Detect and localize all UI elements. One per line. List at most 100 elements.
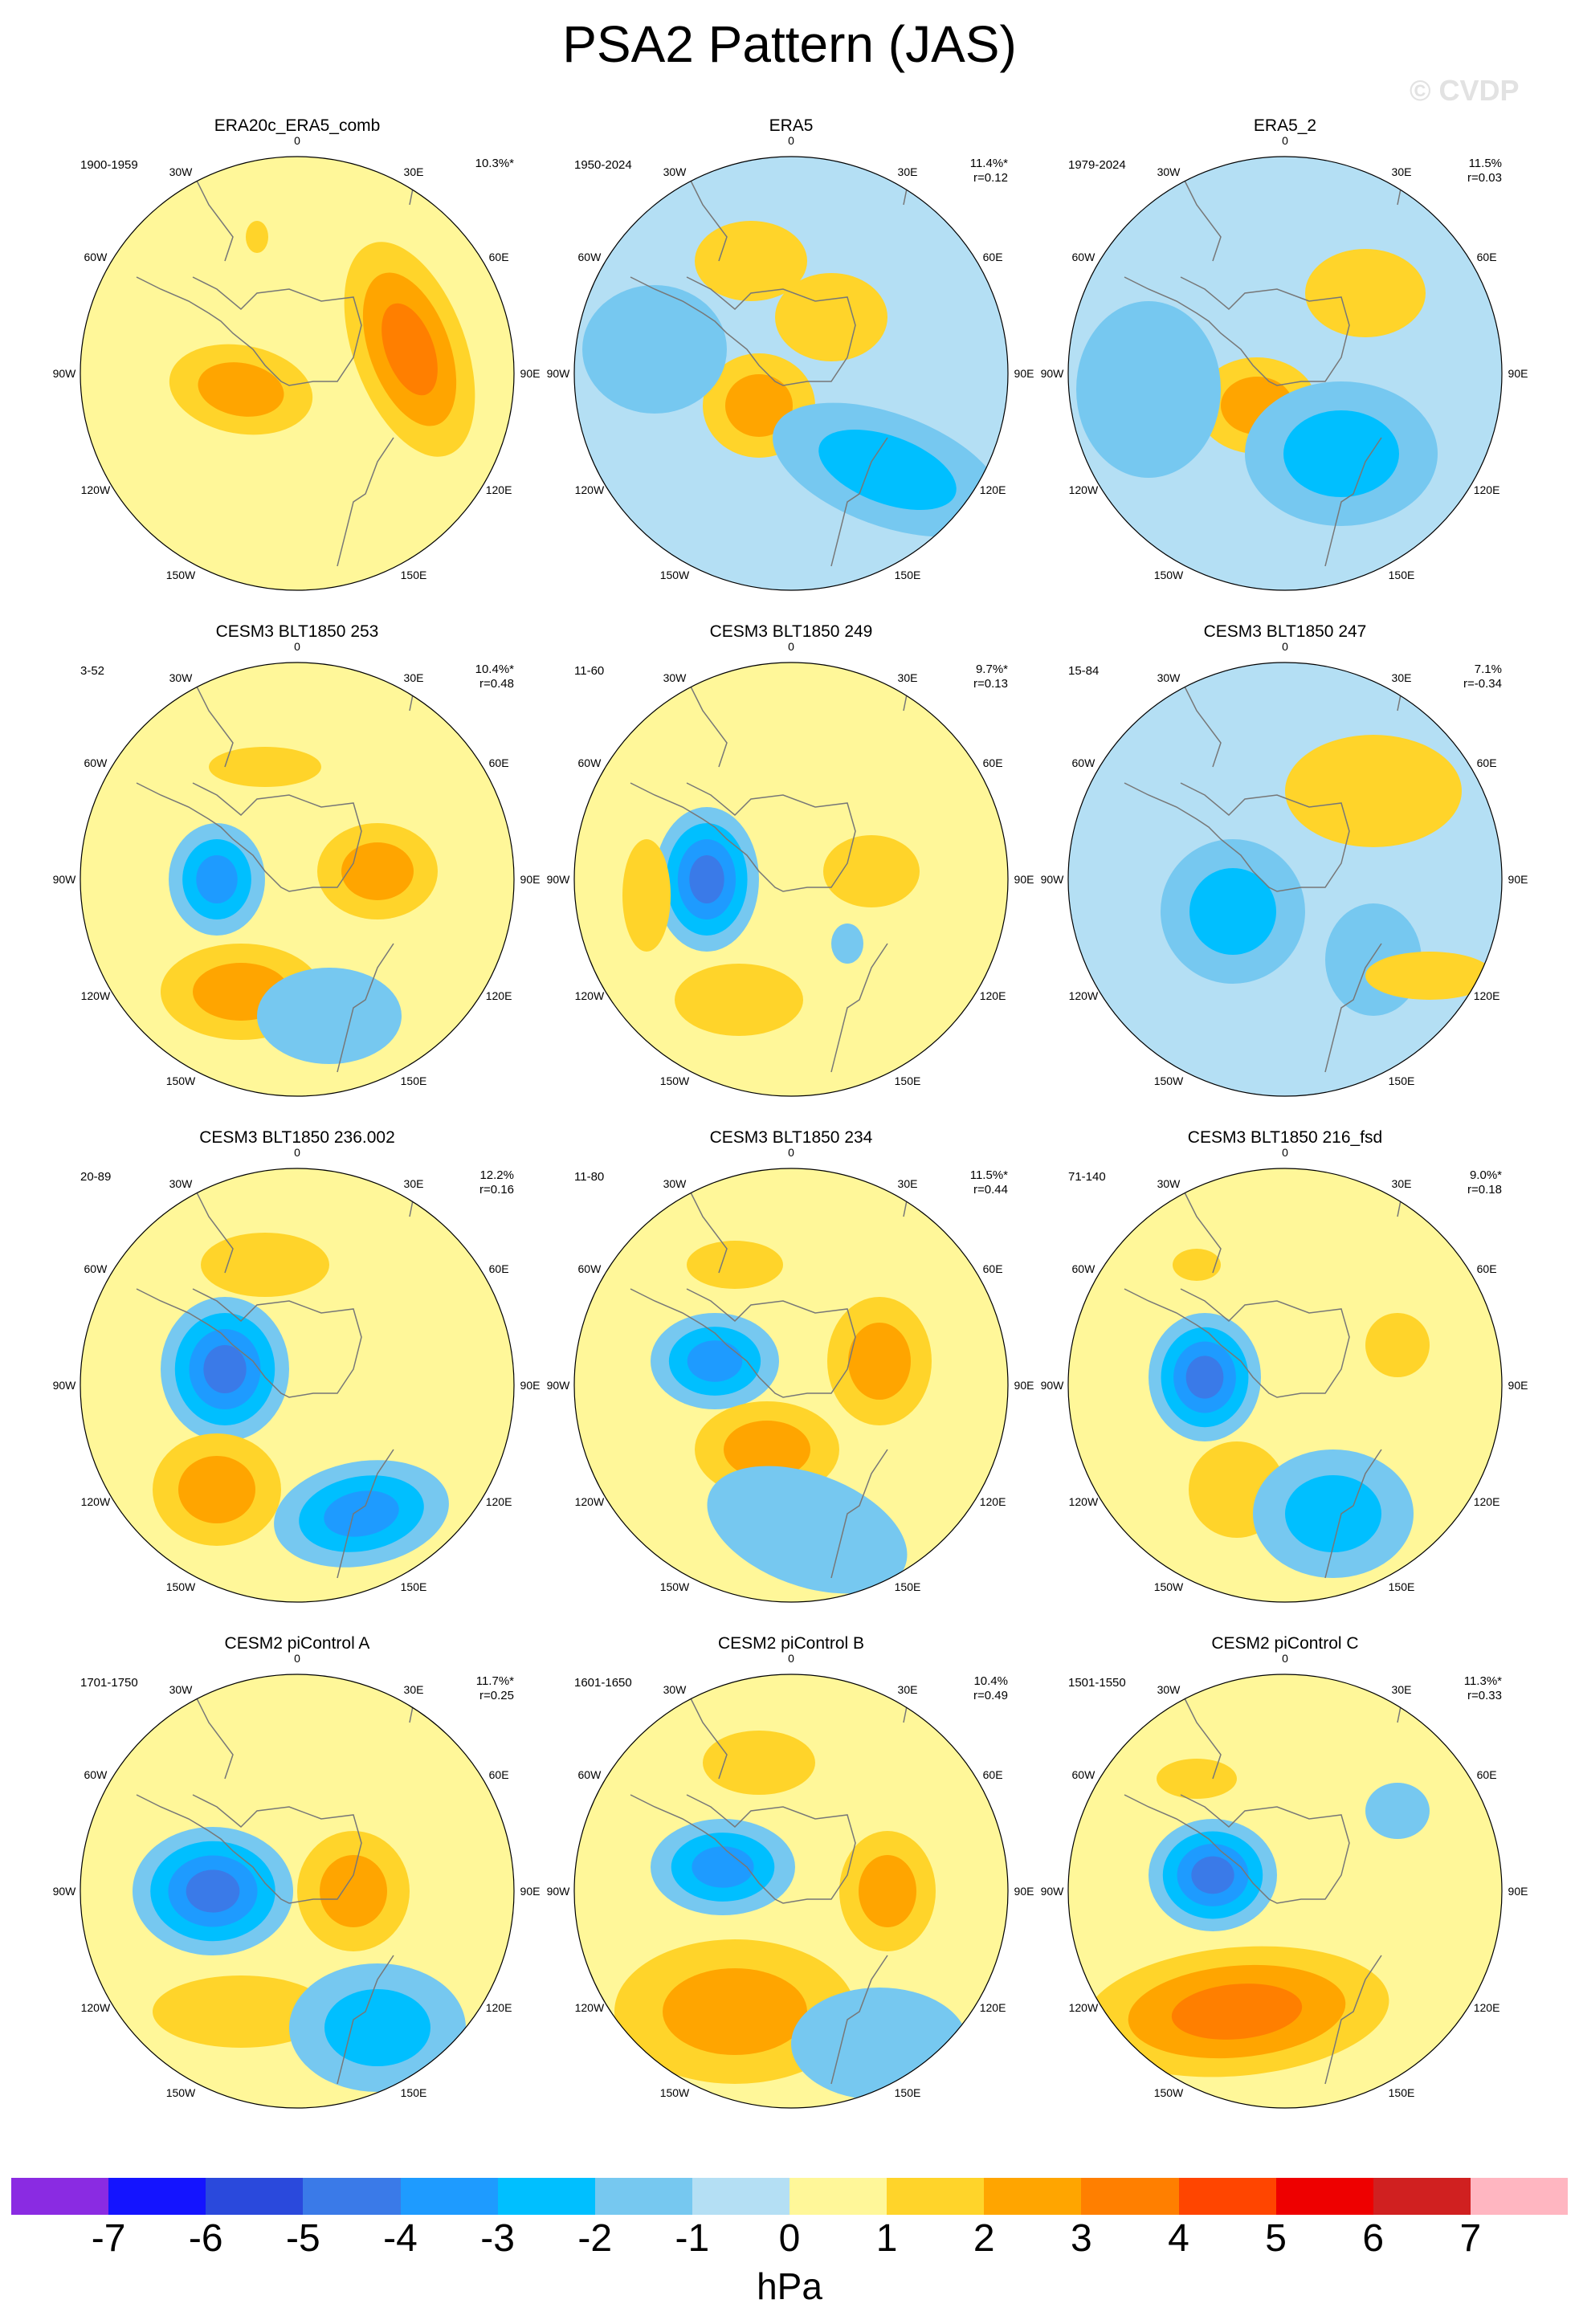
positive-anomaly-contour (198, 362, 284, 417)
colorbar-tick-label: 6 (1362, 2217, 1385, 2260)
longitude-label: 30E (1392, 671, 1412, 684)
colorbar-tick-label: 2 (973, 2217, 995, 2260)
positive-anomaly-contour (848, 1323, 911, 1400)
figure-title: PSA2 Pattern (JAS) (562, 15, 1017, 73)
longitude-label: 150E (401, 1074, 427, 1087)
longitude-label: 30W (1157, 165, 1181, 178)
panel-variance-pct: 12.2% (479, 1168, 514, 1182)
panel-title: CESM2 piControl C (1211, 1634, 1359, 1653)
longitude-label: 120E (1474, 1495, 1500, 1508)
map-boundary (80, 1674, 515, 2109)
longitude-label: 150E (895, 1074, 921, 1087)
longitude-label: 120E (1474, 989, 1500, 1002)
colorbar-segment (1081, 2178, 1179, 2215)
panel-period: 1900-1959 (80, 158, 138, 172)
colorbar-segment (984, 2178, 1082, 2215)
positive-anomaly-contour (246, 221, 268, 253)
negative-anomaly-contour (1365, 1783, 1430, 1839)
polar-map: 030E60E90E120E150E180150W120W90W60W30W (53, 134, 540, 591)
map-panel: 030E60E90E120E150E180150W120W90W60W30WCE… (542, 1128, 1040, 1610)
panel-stats: 7.1% r=-0.34 (1463, 663, 1502, 691)
coastline (136, 1288, 362, 1398)
panel-stats: 11.5% r=0.03 (1467, 157, 1502, 186)
longitude-label: 30E (404, 1177, 424, 1190)
negative-anomaly-contour (1191, 1856, 1234, 1894)
panel-title: CESM3 BLT1850 249 (709, 622, 873, 641)
map-panel: 030E60E90E120E150E180150W120W90W60W30WER… (1036, 116, 1534, 598)
panel-stats: 11.7%* r=0.25 (476, 1674, 514, 1703)
polar-map: 030E60E90E120E150E180150W120W90W60W30W (53, 1652, 540, 2109)
panel-pattern-correlation: r=0.12 (973, 171, 1008, 185)
panel-stats: 9.0%* r=0.18 (1467, 1168, 1502, 1197)
longitude-label: 150W (660, 569, 690, 581)
colorbar-tick-label: -1 (675, 2217, 710, 2260)
longitude-label: 120E (980, 483, 1006, 496)
panel-stats: 9.7%* r=0.13 (973, 663, 1008, 691)
longitude-label: 30E (898, 165, 918, 178)
colorbar-tick-label: 7 (1459, 2217, 1482, 2260)
longitude-label: 90W (53, 873, 77, 886)
longitude-label: 150E (1389, 2086, 1415, 2099)
colorbar-segment (497, 2178, 595, 2215)
negative-anomaly-contour (203, 1345, 247, 1393)
panel-title: CESM3 BLT1850 236.002 (199, 1128, 395, 1147)
map-panel: 030E60E90E120E150E180150W120W90W60W30WCE… (48, 622, 546, 1104)
panel-stats: 11.5%* r=0.44 (970, 1168, 1008, 1197)
longitude-label: 120W (1069, 483, 1099, 496)
negative-anomaly-contour (791, 1988, 968, 2100)
positive-anomaly-contour (724, 1421, 810, 1478)
longitude-label: 0 (294, 1146, 300, 1159)
colorbar (11, 2178, 1568, 2215)
longitude-label: 120W (81, 1495, 111, 1508)
longitude-label: 90W (1041, 1885, 1065, 1898)
colorbar-units: hPa (757, 2265, 822, 2307)
panel-title: ERA5 (769, 116, 814, 135)
colorbar-segment (206, 2178, 304, 2215)
colorbar-segment (790, 2178, 887, 2215)
panel-pattern-correlation: r=0.44 (973, 1183, 1008, 1197)
positive-anomaly-contour (341, 842, 414, 900)
longitude-label: 150E (1389, 569, 1415, 581)
longitude-label: 0 (294, 1652, 300, 1665)
longitude-label: 90W (547, 1379, 571, 1392)
polar-map: 030E60E90E120E150E180150W120W90W60W30W (1041, 640, 1528, 1097)
polar-map: 030E60E90E120E150E180150W120W90W60W30W (547, 134, 1034, 591)
longitude-label: 150W (166, 1074, 196, 1087)
longitude-label: 90W (1041, 367, 1065, 380)
panel-period: 11-60 (574, 664, 605, 678)
longitude-label: 90W (53, 1885, 77, 1898)
longitude-label: 30W (1157, 671, 1181, 684)
longitude-label: 150W (1154, 1580, 1184, 1593)
longitude-label: 150W (1154, 569, 1184, 581)
positive-anomaly-contour (1365, 952, 1494, 1000)
panel-title: CESM3 BLT1850 253 (215, 622, 379, 641)
panel-title: CESM2 piControl A (224, 1634, 370, 1653)
panel-period: 3-52 (80, 664, 105, 678)
longitude-label: 150W (660, 1580, 690, 1593)
panel-period: 1950-2024 (574, 158, 632, 172)
longitude-label: 90W (547, 367, 571, 380)
negative-anomaly-contour (689, 855, 724, 903)
longitude-label: 150W (166, 569, 196, 581)
longitude-label: 120W (575, 1495, 605, 1508)
longitude-label: 150E (895, 1580, 921, 1593)
longitude-label: 90E (1014, 367, 1034, 380)
panel-title: ERA20c_ERA5_comb (214, 116, 381, 135)
map-boundary (573, 662, 1009, 1097)
polar-map: 030E60E90E120E150E180150W120W90W60W30W (547, 640, 1034, 1097)
longitude-label: 60E (1477, 756, 1497, 769)
panel-variance-pct: 7.1% (1474, 663, 1502, 676)
longitude-label: 90E (520, 873, 541, 886)
panel-title: CESM3 BLT1850 247 (1203, 622, 1367, 641)
positive-anomaly-contour (381, 303, 438, 396)
positive-anomaly-contour (1157, 1759, 1237, 1799)
panel-pattern-correlation: r=0.25 (479, 1689, 514, 1702)
coastline (630, 782, 856, 892)
panel-stats: 10.4%* r=0.48 (475, 663, 514, 691)
longitude-label: 60E (489, 1768, 509, 1781)
longitude-label: 150W (660, 1074, 690, 1087)
panel-variance-pct: 11.4%* (969, 157, 1008, 170)
positive-anomaly-contour (859, 1855, 916, 1927)
positive-anomaly-contour (695, 221, 807, 301)
panel-period: 1601-1650 (574, 1676, 632, 1690)
